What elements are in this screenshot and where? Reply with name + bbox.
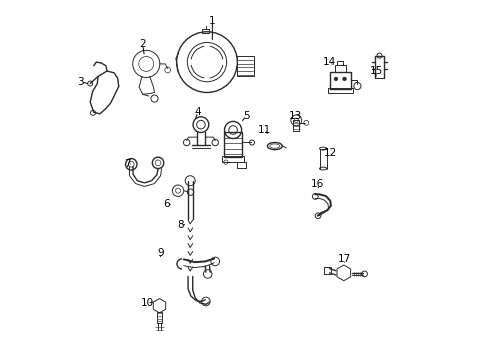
Text: 2: 2	[139, 39, 146, 49]
Text: 11: 11	[257, 125, 270, 135]
Bar	[201, 28, 209, 33]
Bar	[236, 57, 253, 76]
Text: 4: 4	[194, 107, 201, 117]
Bar	[222, 156, 244, 162]
Bar	[329, 72, 350, 89]
Text: 5: 5	[243, 111, 249, 121]
Bar	[327, 88, 352, 93]
Text: 14: 14	[322, 57, 335, 67]
Text: 3: 3	[78, 77, 84, 87]
Text: 1: 1	[208, 16, 215, 26]
Text: 15: 15	[368, 66, 382, 76]
Text: 16: 16	[310, 179, 323, 189]
Text: 17: 17	[337, 254, 350, 264]
Text: 6: 6	[163, 199, 170, 209]
Circle shape	[333, 77, 337, 81]
Bar	[324, 267, 330, 274]
Circle shape	[342, 77, 346, 81]
Text: 13: 13	[288, 111, 302, 121]
Text: 12: 12	[323, 148, 336, 158]
Bar	[236, 162, 245, 168]
Bar	[157, 312, 162, 323]
Bar	[224, 132, 242, 157]
Bar	[334, 64, 345, 72]
Bar	[337, 61, 343, 64]
Text: 9: 9	[157, 248, 163, 258]
Bar	[293, 120, 299, 131]
Text: 8: 8	[177, 220, 184, 230]
Text: 10: 10	[141, 298, 154, 308]
Text: 7: 7	[124, 159, 130, 169]
